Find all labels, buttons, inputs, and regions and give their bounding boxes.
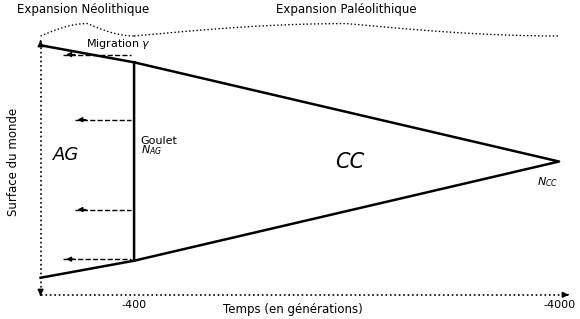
Text: Expansion Néolithique: Expansion Néolithique (16, 4, 149, 17)
Text: CC: CC (335, 152, 364, 172)
Text: Expansion Paléolithique: Expansion Paléolithique (276, 4, 417, 17)
Text: -4000: -4000 (543, 300, 575, 310)
Text: AG: AG (53, 146, 79, 164)
Text: Migration $\gamma$: Migration $\gamma$ (86, 37, 151, 51)
Text: $N_{AG}$: $N_{AG}$ (141, 143, 162, 157)
Text: -400: -400 (121, 300, 147, 310)
Text: $N_{CC}$: $N_{CC}$ (536, 175, 558, 189)
Text: Goulet: Goulet (141, 137, 177, 146)
Text: Surface du monde: Surface du monde (8, 108, 20, 216)
Text: Temps (en générations): Temps (en générations) (223, 303, 362, 316)
